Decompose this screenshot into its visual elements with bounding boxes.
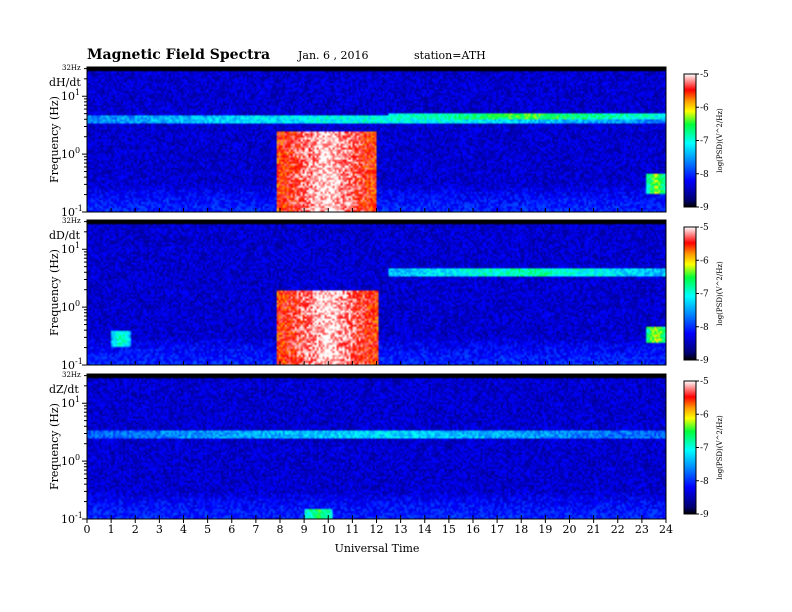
- x-tick-label: 4: [180, 523, 187, 536]
- colorbar-tick-label: -9: [700, 510, 709, 520]
- x-tick-label: 14: [418, 523, 432, 536]
- x-tick-label: 6: [228, 523, 235, 536]
- x-tick-label: 17: [490, 523, 504, 536]
- y-axis-title: Frequency (Hz): [48, 403, 61, 490]
- colorbar-title: log(PSD)(V^2/Hz): [716, 261, 724, 326]
- top-frequency-label: 32Hz: [62, 371, 81, 379]
- colorbar-tick-label: -6: [700, 410, 709, 420]
- x-tick-label: 11: [345, 523, 359, 536]
- colorbar-tick-label: -6: [700, 103, 709, 113]
- x-tick-label: 9: [301, 523, 308, 536]
- heatmap-image: [87, 220, 666, 365]
- x-tick-label: 16: [466, 523, 480, 536]
- colorbar-tick-label: -8: [700, 170, 709, 180]
- x-tick-label: 24: [659, 523, 673, 536]
- colorbar-title: log(PSD)(V^2/Hz): [716, 108, 724, 173]
- y-tick-label: 10-1: [61, 357, 83, 372]
- y-axis-title: Frequency (Hz): [48, 249, 61, 336]
- y-axis-title: Frequency (Hz): [48, 96, 61, 183]
- colorbar-tick-label: -9: [700, 356, 709, 366]
- x-tick-label: 23: [635, 523, 649, 536]
- x-tick-label: 2: [132, 523, 139, 536]
- y-tick-label: 101: [61, 88, 80, 103]
- y-tick-label: 101: [61, 395, 80, 410]
- colorbar-tick-label: -8: [700, 477, 709, 487]
- station-label: station=ATH: [414, 49, 486, 62]
- date-label: Jan. 6 , 2016: [297, 49, 369, 62]
- x-tick-label: 7: [252, 523, 259, 536]
- heatmap-image: [87, 374, 666, 519]
- colorbar-tick-label: -6: [700, 256, 709, 266]
- colorbar: [683, 73, 697, 208]
- panel-label: dZ/dt: [49, 383, 79, 396]
- colorbar: [683, 380, 697, 515]
- x-tick-label: 15: [442, 523, 456, 536]
- figure-title: Magnetic Field Spectra: [87, 47, 270, 63]
- x-tick-label: 8: [277, 523, 284, 536]
- x-tick-label: 3: [156, 523, 163, 536]
- x-tick-label: 18: [514, 523, 528, 536]
- x-tick-label: 22: [611, 523, 625, 536]
- x-tick-label: 21: [587, 523, 601, 536]
- top-frequency-label: 32Hz: [62, 64, 81, 72]
- y-tick-label: 100: [61, 299, 80, 314]
- panel-label: dH/dt: [49, 76, 81, 89]
- colorbar-tick-label: -5: [700, 70, 709, 80]
- colorbar-tick-label: -5: [700, 377, 709, 387]
- colorbar: [683, 226, 697, 361]
- x-axis: 0 1 2 3 4 5 6 7 8 9 10 11 12 13 14 15 16 17 18 19 20 21 22 23 24: [84, 519, 673, 536]
- colorbar-tick-label: -9: [700, 203, 709, 213]
- heatmap-image: [87, 67, 666, 212]
- colorbar-tick-label: -7: [700, 444, 709, 454]
- x-tick-label: 1: [108, 523, 115, 536]
- y-tick-label: 10-1: [61, 511, 83, 526]
- y-tick-label: 100: [61, 146, 80, 161]
- panel-label: dD/dt: [49, 229, 81, 242]
- colorbar-title: log(PSD)(V^2/Hz): [716, 415, 724, 480]
- x-tick-label: 12: [370, 523, 384, 536]
- colorbar-tick-label: -7: [700, 290, 709, 300]
- x-tick-label: 10: [321, 523, 335, 536]
- y-tick-label: 100: [61, 453, 80, 468]
- y-tick-label: 101: [61, 241, 80, 256]
- x-tick-label: 5: [204, 523, 211, 536]
- colorbar-tick-label: -7: [700, 137, 709, 147]
- x-axis-title: Universal Time: [335, 542, 420, 555]
- x-tick-label: 20: [563, 523, 577, 536]
- colorbar-tick-label: -5: [700, 223, 709, 233]
- x-tick-label: 19: [538, 523, 552, 536]
- top-frequency-label: 32Hz: [62, 217, 81, 225]
- x-tick-label: 13: [394, 523, 408, 536]
- colorbar-tick-label: -8: [700, 323, 709, 333]
- x-tick-label: 0: [84, 523, 91, 536]
